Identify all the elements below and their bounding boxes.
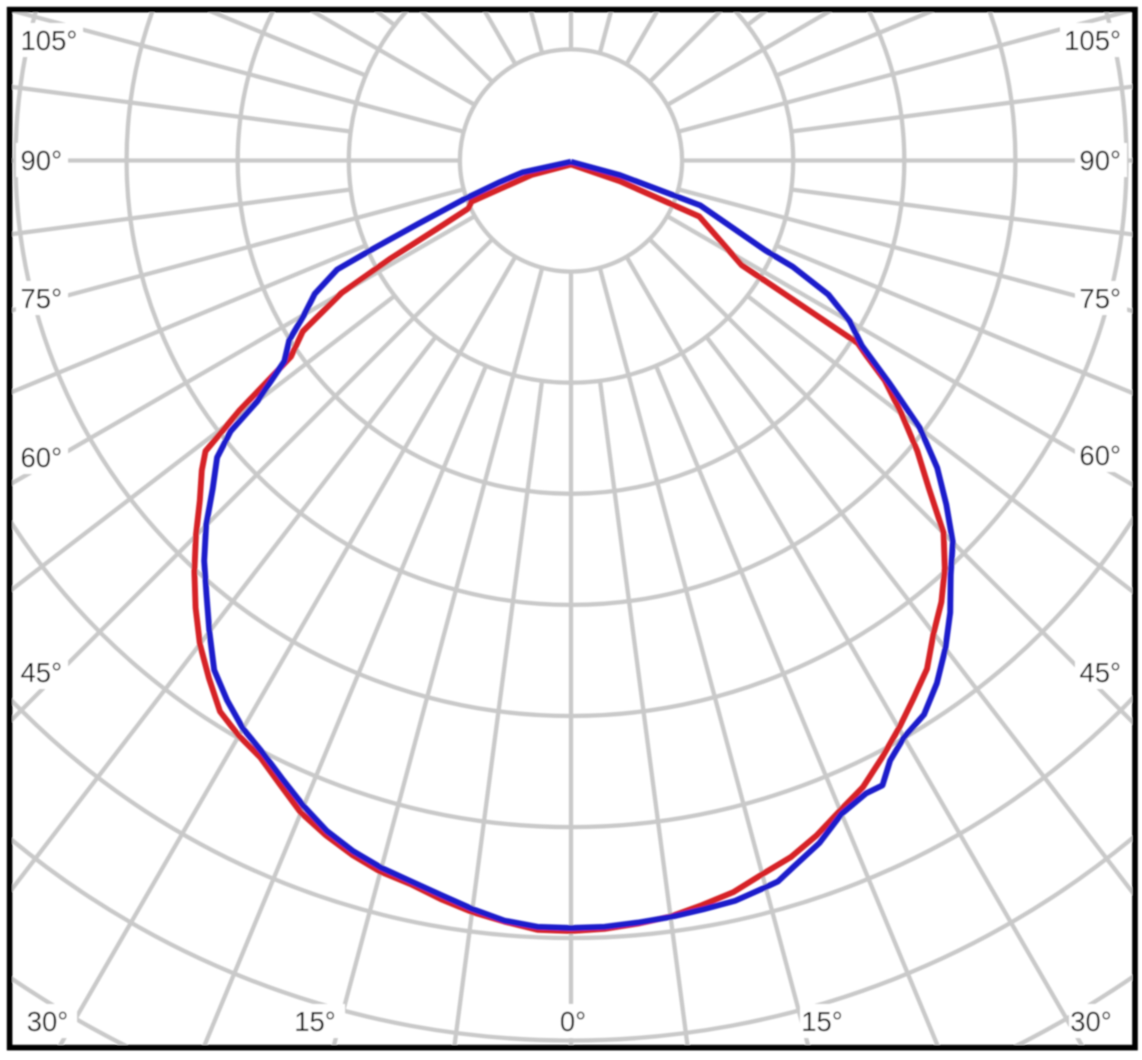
svg-text:0°: 0°: [560, 1006, 586, 1037]
svg-text:75°: 75°: [21, 283, 63, 314]
svg-text:90°: 90°: [1079, 145, 1121, 176]
svg-text:15°: 15°: [801, 1006, 843, 1037]
svg-text:60°: 60°: [21, 442, 63, 473]
svg-text:60°: 60°: [1079, 440, 1121, 471]
svg-text:105°: 105°: [1064, 25, 1121, 56]
svg-text:30°: 30°: [27, 1006, 69, 1037]
svg-text:105°: 105°: [21, 25, 78, 56]
svg-text:45°: 45°: [1079, 657, 1121, 688]
svg-text:75°: 75°: [1079, 283, 1121, 314]
svg-text:90°: 90°: [21, 145, 63, 176]
svg-text:15°: 15°: [294, 1006, 336, 1037]
svg-text:30°: 30°: [1070, 1006, 1112, 1037]
svg-text:45°: 45°: [21, 657, 63, 688]
